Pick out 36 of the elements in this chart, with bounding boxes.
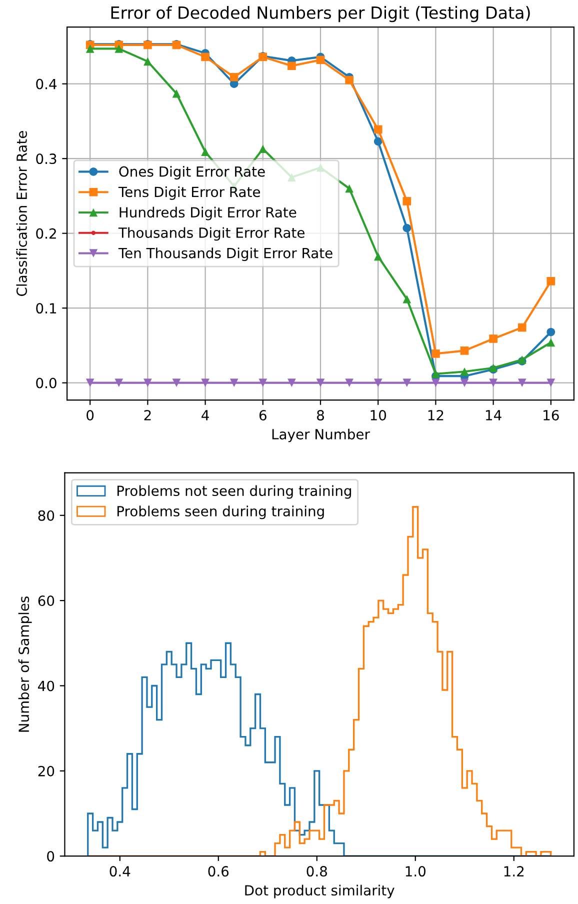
y-tick-label: 20 (38, 766, 54, 776)
y-tick-label: 0.2 (36, 228, 56, 239)
x-tick-label: 4 (202, 410, 209, 420)
x-tick-label: 16 (544, 410, 559, 420)
y-tick-label: 0.3 (36, 154, 56, 164)
legend-label: Ones Digit Error Rate (119, 166, 265, 180)
x-tick-label: 0.4 (110, 866, 130, 877)
x-tick-label: 14 (486, 410, 502, 420)
y-axis-title: Number of Samples (18, 596, 32, 732)
x-tick-label: 1.2 (504, 866, 524, 876)
x-tick-label: 0.6 (208, 866, 229, 877)
y-tick-label: 0.0 (36, 378, 56, 388)
y-tick-label: 0 (47, 851, 54, 862)
x-tick-label: 8 (317, 410, 324, 420)
x-tick-label: 12 (428, 410, 444, 420)
y-axis-title: Classification Error Rate (16, 131, 27, 296)
legend-label: Problems not seen during training (117, 485, 352, 499)
legend-label: Thousands Digit Error Rate (118, 227, 304, 241)
legend-label: Ten Thousands Digit Error Rate (118, 248, 332, 262)
x-tick-label: 6 (259, 410, 266, 420)
x-tick-label: 1.0 (406, 866, 426, 877)
legend-label: Tens Digit Error Rate (118, 186, 260, 200)
y-tick-label: 80 (38, 510, 54, 521)
x-axis-title: Layer Number (272, 428, 370, 442)
y-tick-label: 0.1 (36, 303, 56, 314)
x-axis-title: Dot product similarity (245, 884, 394, 898)
x-tick-label: 0.8 (306, 866, 327, 877)
x-tick-label: 0 (86, 410, 94, 420)
x-tick-label: 10 (370, 410, 386, 420)
chart-title: Error of Decoded Numbers per Digit (Testing Data) (111, 6, 530, 22)
y-tick-label: 60 (38, 596, 54, 606)
legend-label: Hundreds Digit Error Rate (120, 206, 296, 220)
x-tick-label: 2 (144, 410, 151, 420)
y-tick-label: 40 (38, 680, 54, 692)
y-tick-label: 0.4 (36, 78, 57, 90)
legend-label: Problems seen during training (117, 506, 324, 520)
